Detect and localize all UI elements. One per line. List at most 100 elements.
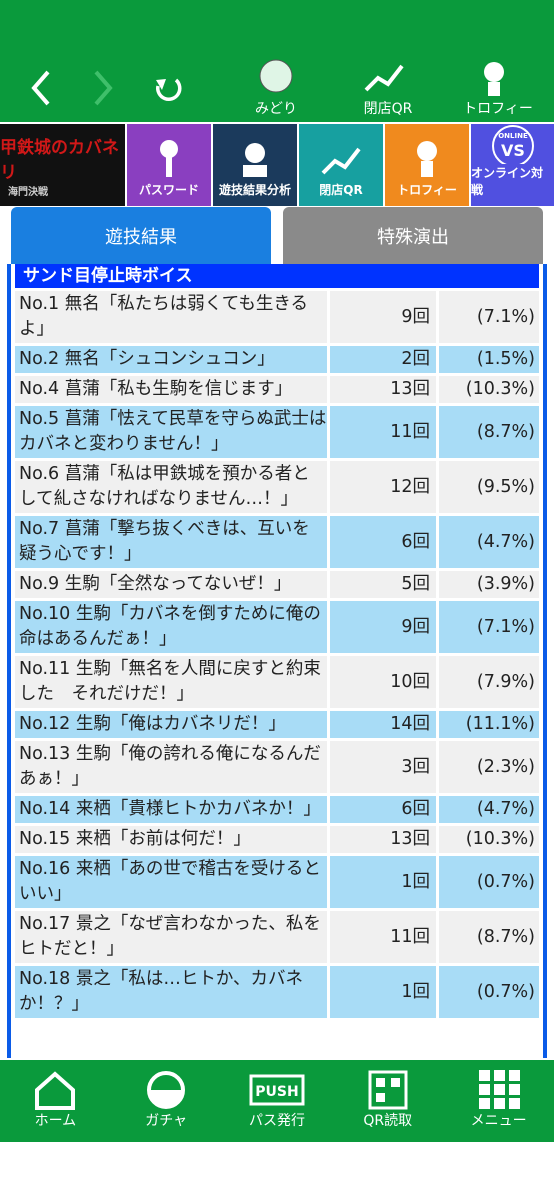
gacha-icon — [147, 1071, 186, 1109]
qr-chart-icon — [321, 147, 361, 175]
qr-read-icon — [368, 1070, 408, 1110]
footer-label: メニュー — [470, 1113, 527, 1129]
result-row: No.6 菖蒲「私は甲鉄城を預かる者として糺さなければなりません…！」 12回 (9… — [15, 461, 539, 513]
menu-tile[interactable]: ONLINE VS オンライン対戦 — [471, 124, 554, 206]
count: 14回 — [330, 711, 436, 738]
nav-label[interactable]: 閉店QR — [363, 101, 413, 117]
menu-tile[interactable]: パスワード — [127, 124, 211, 206]
count: 11回 — [330, 406, 436, 458]
voice-label: No.4 菖蒲「私も生駒を信じます」 — [15, 376, 327, 403]
menu-tile[interactable]: トロフィー — [385, 124, 469, 206]
nav-icons — [31, 59, 504, 106]
trophy-icon — [484, 62, 504, 82]
percent: (7.1%) — [439, 601, 539, 653]
menu: 甲鉄城のカバネリ 海門決戦 パスワード 遊技結果分析 閉店QR トロフィー ON… — [0, 124, 554, 206]
logo[interactable]: 甲鉄城のカバネリ 海門決戦 — [0, 124, 125, 206]
tab-active[interactable]: 遊技結果 — [11, 207, 271, 265]
percent: (8.7%) — [439, 406, 539, 458]
result-row: No.2 無名「シュコンシュコン」 2回 (1.5%) — [15, 346, 539, 373]
voice-label: No.13 生駒「俺の誇れる俺になるんだあぁ！」 — [15, 741, 327, 793]
menu-label: 閉店QR — [319, 183, 363, 197]
menu-tile[interactable]: 閉店QR — [299, 124, 383, 206]
percent: (1.5%) — [439, 346, 539, 373]
footer-item[interactable]: ガチャ — [111, 1060, 222, 1142]
tabs: 遊技結果 特殊演出 — [0, 207, 554, 265]
tab[interactable]: 特殊演出 — [283, 207, 543, 265]
count: 9回 — [330, 291, 436, 343]
voice-label: No.5 菖蒲「怯えて民草を守らぬ武士はカバネと変わりません！」 — [15, 406, 327, 458]
count: 6回 — [330, 516, 436, 568]
count: 10回 — [330, 656, 436, 708]
key-icon — [160, 140, 178, 177]
percent: (10.3%) — [439, 376, 539, 403]
section-title: サンド目停止時ボイス — [15, 264, 539, 288]
voice-label: No.18 景之「私は…ヒトか、カバネか！？」 — [15, 966, 327, 1018]
trophy-tile-icon — [417, 141, 437, 177]
percent: (8.7%) — [439, 911, 539, 963]
reload[interactable] — [156, 78, 182, 102]
percent: (0.7%) — [439, 966, 539, 1018]
home-icon — [35, 1071, 76, 1110]
result-row: No.14 来栖「貴様ヒトかカバネか！」 6回 (4.7%) — [15, 796, 539, 823]
nav-label[interactable]: トロフィー — [463, 101, 533, 117]
nav-label[interactable]: みどり — [255, 101, 297, 117]
percent: (10.3%) — [439, 826, 539, 853]
result-row: No.12 生駒「俺はカバネリだ！」 14回 (11.1%) — [15, 711, 539, 738]
voice-label: No.17 景之「なぜ言わなかった、私をヒトだと！」 — [15, 911, 327, 963]
result-row: No.1 無名「私たちは弱くても生きるよ」 9回 (7.1%) — [15, 291, 539, 343]
push-text: PUSH — [255, 1084, 298, 1100]
percent: (4.7%) — [439, 796, 539, 823]
result-row: No.10 生駒「カバネを倒すために俺の命はあるんだぁ！」 9回 (7.1%) — [15, 601, 539, 653]
voice-label: No.9 生駒「全然なってないぜ！」 — [15, 571, 327, 598]
menu-label: トロフィー — [397, 183, 457, 197]
menu-tile[interactable]: 遊技結果分析 — [213, 124, 297, 206]
footer-item[interactable]: メニュー — [443, 1060, 554, 1142]
result-row: No.13 生駒「俺の誇れる俺になるんだあぁ！」 3回 (2.3%) — [15, 741, 539, 793]
percent: (9.5%) — [439, 461, 539, 513]
voice-label: No.6 菖蒲「私は甲鉄城を預かる者として糺さなければなりません…！」 — [15, 461, 327, 513]
back[interactable] — [31, 70, 50, 106]
voice-label: No.15 来栖「お前は何だ！」 — [15, 826, 327, 853]
result-row: No.15 来栖「お前は何だ！」 13回 (10.3%) — [15, 826, 539, 853]
vs-small: ONLINE — [498, 132, 528, 140]
voice-label: No.12 生駒「俺はカバネリだ！」 — [15, 711, 327, 738]
top-bar: みどり 閉店QR トロフィー — [0, 0, 554, 122]
count: 2回 — [330, 346, 436, 373]
footer-label: QR読取 — [363, 1113, 413, 1129]
count: 1回 — [330, 966, 436, 1018]
count: 9回 — [330, 601, 436, 653]
menu-icon — [478, 1070, 520, 1109]
logo-title: 甲鉄城のカバネリ — [0, 137, 119, 183]
count: 1回 — [330, 856, 436, 908]
voice-label: No.14 来栖「貴様ヒトかカバネか！」 — [15, 796, 327, 823]
count: 13回 — [330, 826, 436, 853]
result-row: No.18 景之「私は…ヒトか、カバネか！？」 1回 (0.7%) — [15, 966, 539, 1018]
footer-label: パス発行 — [248, 1113, 305, 1129]
voice-label: No.16 来栖「あの世で稽古を受けるといい」 — [15, 856, 327, 908]
forward[interactable] — [94, 70, 113, 106]
bottom-nav: ホーム ガチャ PUSH パス発行 QR読取 メニュー — [0, 1060, 554, 1142]
result-list: サンド目停止時ボイス No.1 無名「私たちは弱くても生きるよ」 9回 (7.1%)… — [7, 264, 547, 1058]
result-row: No.11 生駒「無名を人間に戻すと約束した それだけだ！」 10回 (7.9%) — [15, 656, 539, 708]
footer-item[interactable]: ホーム — [0, 1060, 111, 1142]
voice-label: No.11 生駒「無名を人間に戻すと約束した それだけだ！」 — [15, 656, 327, 708]
result-row: No.17 景之「なぜ言わなかった、私をヒトだと！」 11回 (8.7%) — [15, 911, 539, 963]
voice-label: No.7 菖蒲「撃ち抜くべきは、互いを疑う心です！」 — [15, 516, 327, 568]
footer-item[interactable]: QR読取 — [332, 1060, 443, 1142]
footer-label: ガチャ — [145, 1113, 188, 1129]
footer-item[interactable]: PUSH パス発行 — [222, 1060, 333, 1142]
analysis-icon — [243, 143, 267, 177]
result-row: No.5 菖蒲「怯えて民草を守らぬ武士はカバネと変わりません！」 11回 (8.7%… — [15, 406, 539, 458]
percent: (11.1%) — [439, 711, 539, 738]
reload-arrow — [156, 79, 166, 90]
result-row: No.9 生駒「全然なってないぜ！」 5回 (3.9%) — [15, 571, 539, 598]
count: 5回 — [330, 571, 436, 598]
result-row: No.4 菖蒲「私も生駒を信じます」 13回 (10.3%) — [15, 376, 539, 403]
percent: (4.7%) — [439, 516, 539, 568]
voice-label: No.2 無名「シュコンシュコン」 — [15, 346, 327, 373]
percent: (2.3%) — [439, 741, 539, 793]
menu-label: パスワード — [138, 183, 199, 197]
percent: (7.9%) — [439, 656, 539, 708]
